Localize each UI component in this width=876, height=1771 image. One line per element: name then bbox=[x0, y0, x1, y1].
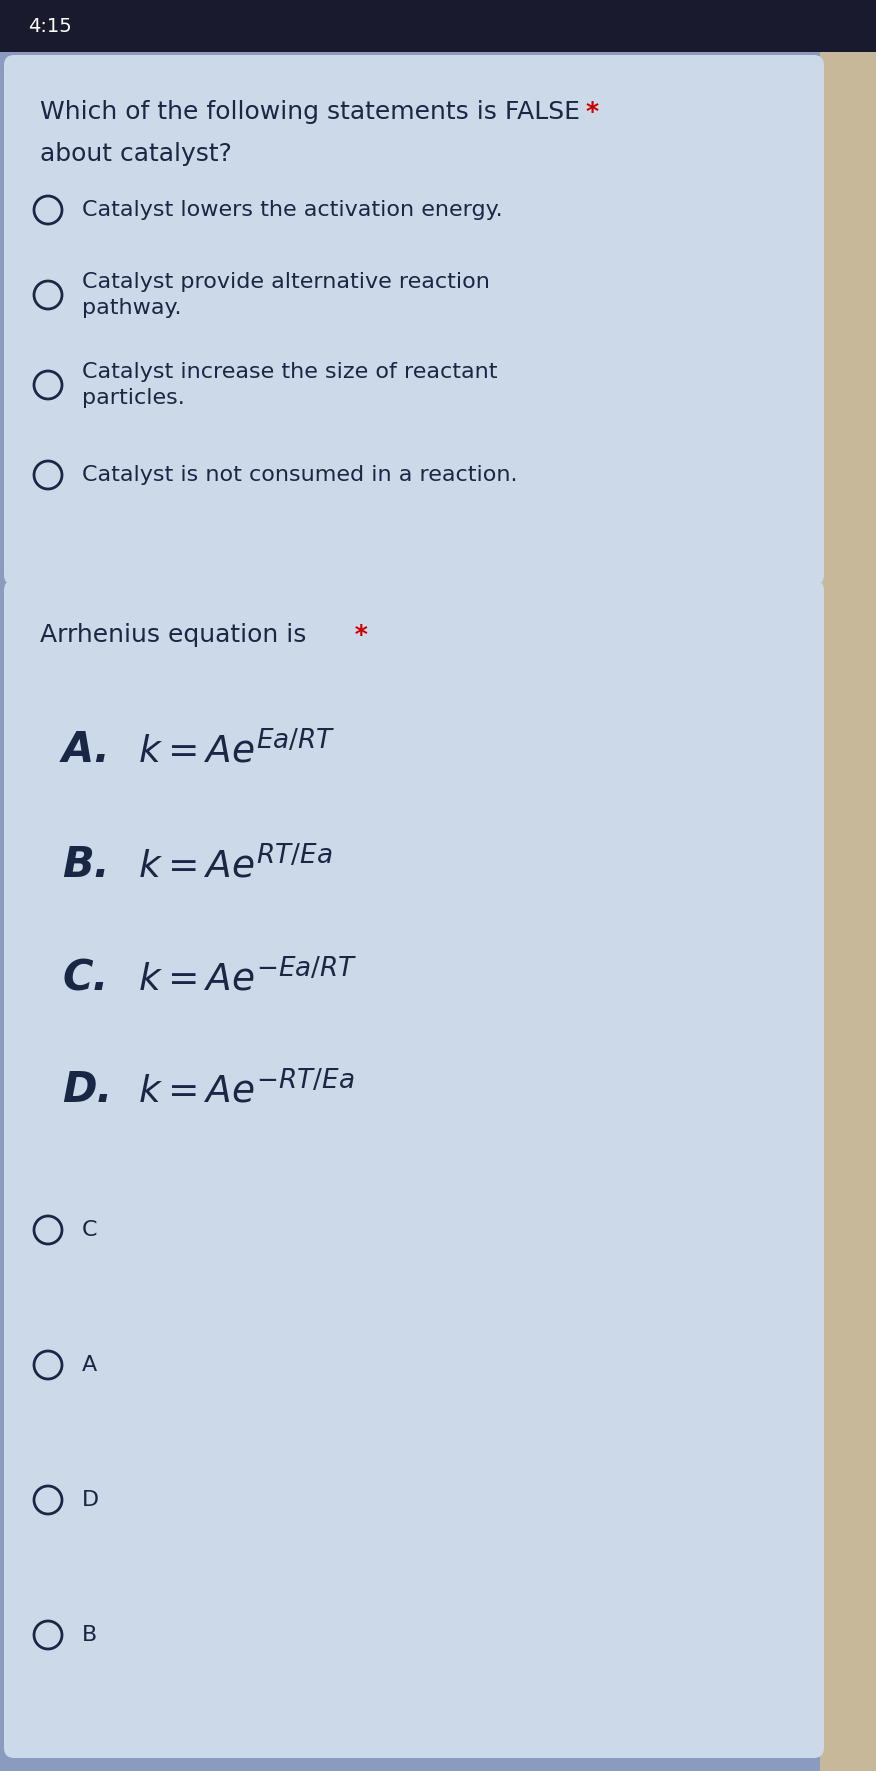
Text: D: D bbox=[82, 1489, 99, 1511]
Text: Arrhenius equation is: Arrhenius equation is bbox=[40, 623, 307, 646]
Text: B.: B. bbox=[62, 845, 110, 886]
Text: A: A bbox=[82, 1355, 97, 1374]
Text: Catalyst lowers the activation energy.: Catalyst lowers the activation energy. bbox=[82, 200, 503, 220]
Text: *: * bbox=[586, 99, 599, 124]
Text: $\mathit{k} = \mathit{A}e^{-\mathit{Ea/RT}}$: $\mathit{k} = \mathit{A}e^{-\mathit{Ea/R… bbox=[138, 958, 357, 997]
Text: D.: D. bbox=[62, 1070, 112, 1110]
Text: about catalyst?: about catalyst? bbox=[40, 142, 232, 166]
Text: 4:15: 4:15 bbox=[28, 16, 72, 35]
Text: C.: C. bbox=[62, 956, 109, 999]
Text: $\mathit{k} = \mathit{A}e^{\mathit{Ea/RT}}$: $\mathit{k} = \mathit{A}e^{\mathit{Ea/RT… bbox=[138, 730, 336, 770]
Text: $\mathit{k} = \mathit{A}e^{-\mathit{RT/Ea}}$: $\mathit{k} = \mathit{A}e^{-\mathit{RT/E… bbox=[138, 1070, 355, 1110]
Text: Catalyst is not consumed in a reaction.: Catalyst is not consumed in a reaction. bbox=[82, 466, 518, 485]
Text: B: B bbox=[82, 1626, 97, 1645]
Text: Catalyst provide alternative reaction
pathway.: Catalyst provide alternative reaction pa… bbox=[82, 273, 490, 317]
FancyBboxPatch shape bbox=[4, 579, 824, 1759]
Text: $\mathit{k} = \mathit{A}e^{\mathit{RT/Ea}}$: $\mathit{k} = \mathit{A}e^{\mathit{RT/Ea… bbox=[138, 845, 332, 886]
Text: *: * bbox=[346, 623, 368, 646]
Text: Catalyst increase the size of reactant
particles.: Catalyst increase the size of reactant p… bbox=[82, 363, 498, 407]
FancyBboxPatch shape bbox=[0, 0, 876, 51]
Text: A.: A. bbox=[62, 730, 111, 770]
FancyBboxPatch shape bbox=[820, 0, 876, 1771]
Text: C: C bbox=[82, 1220, 97, 1240]
FancyBboxPatch shape bbox=[4, 55, 824, 584]
Text: Which of the following statements is FALSE: Which of the following statements is FAL… bbox=[40, 99, 580, 124]
